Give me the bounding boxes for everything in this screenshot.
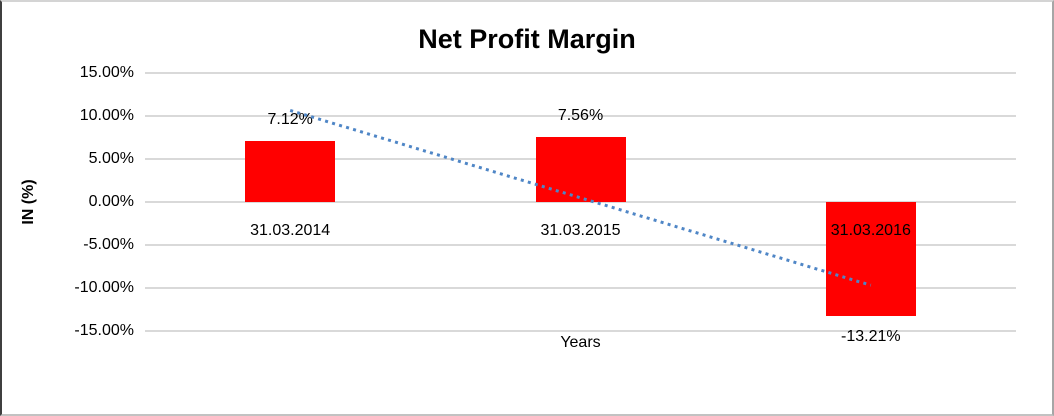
y-tick-label: 0.00%: [88, 193, 134, 210]
x-category-label: 31.03.2016: [830, 222, 911, 239]
x-axis-title: Years: [560, 334, 601, 351]
chart-title: Net Profit Margin: [418, 24, 636, 54]
y-tick-label: 15.00%: [79, 64, 134, 81]
bar-value-label: 7.12%: [267, 110, 313, 128]
bar: [245, 140, 336, 202]
gridline: [145, 330, 1016, 332]
bar-value-label: -13.21%: [841, 327, 901, 345]
x-category-label: 31.03.2014: [250, 222, 331, 239]
y-tick-label: 10.00%: [79, 107, 134, 124]
y-tick-label: -15.00%: [74, 322, 134, 339]
bar-value-label: 7.56%: [557, 106, 604, 124]
gridline: [145, 287, 1016, 289]
bar: [825, 202, 916, 316]
gridline: [145, 72, 1016, 74]
y-tick-label: 5.00%: [88, 150, 134, 167]
bar: [535, 136, 626, 202]
y-tick-label: -10.00%: [74, 279, 134, 296]
y-tick-label: -5.00%: [83, 236, 134, 253]
x-category-label: 31.03.2015: [540, 222, 621, 239]
